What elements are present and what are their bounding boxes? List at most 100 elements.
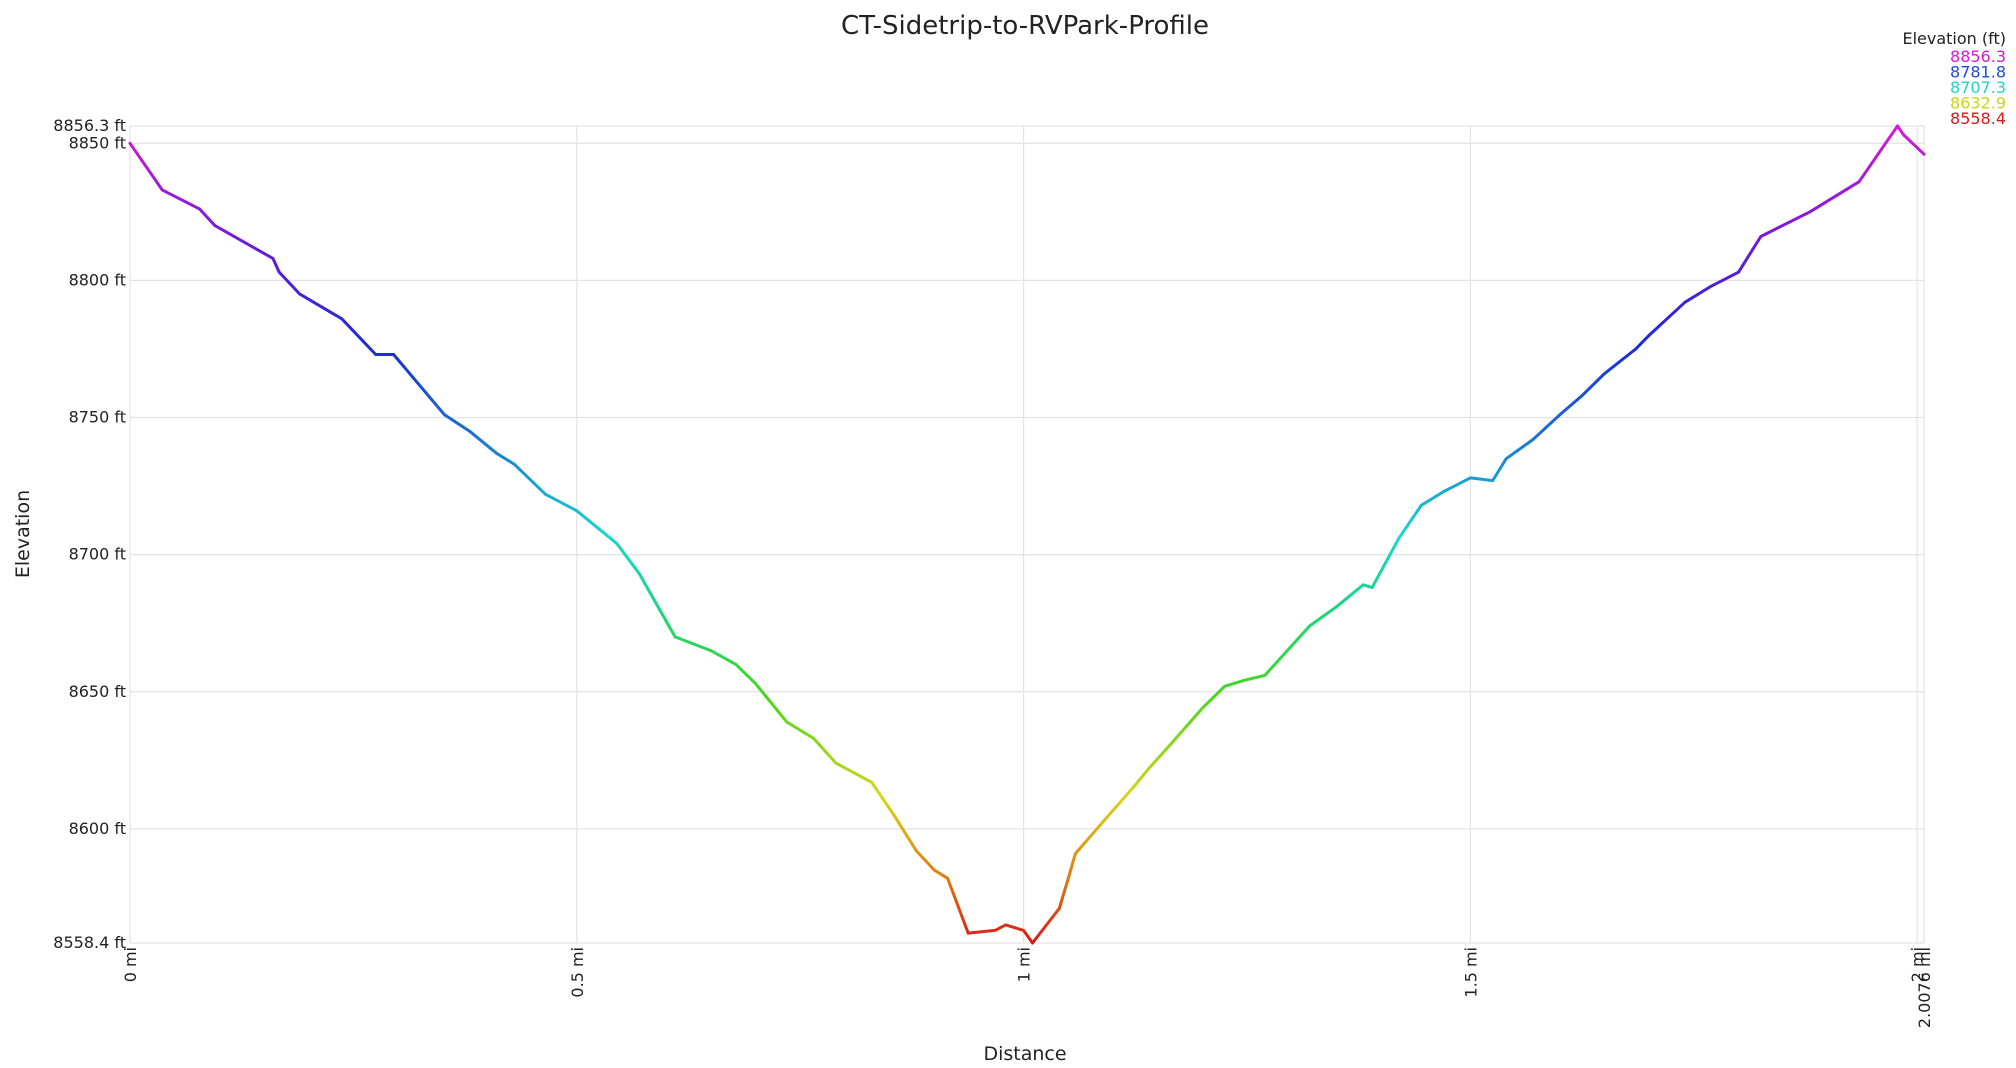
elevation-point bbox=[1808, 210, 1812, 214]
elevation-point bbox=[1102, 819, 1106, 823]
elevation-point bbox=[1031, 941, 1034, 945]
elevation-point bbox=[1558, 413, 1562, 417]
legend-entry: 8558.4 bbox=[1950, 109, 2006, 128]
elevation-point bbox=[1902, 133, 1906, 137]
elevation-point bbox=[993, 928, 997, 932]
y-tick-label: 8700 ft bbox=[69, 545, 126, 564]
elevation-point bbox=[1922, 152, 1926, 156]
legend-title: Elevation (ft) bbox=[1902, 29, 2006, 48]
y-axis-ticks: 8558.4 ft 8600 ft 8650 ft 8700 ft 8750 ft 880… bbox=[53, 116, 126, 952]
elevation-point bbox=[785, 720, 789, 724]
elevation-point bbox=[1647, 333, 1651, 337]
elevation-point bbox=[1634, 347, 1638, 351]
elevation-point bbox=[1504, 457, 1508, 461]
elevation-point bbox=[834, 761, 838, 765]
elevation-point bbox=[932, 868, 936, 872]
y-tick-label: 8856.3 ft bbox=[53, 116, 126, 135]
elevation-point bbox=[198, 207, 202, 211]
elevation-point bbox=[1603, 372, 1606, 376]
elevation-point bbox=[1469, 476, 1472, 480]
elevation-point bbox=[1361, 583, 1365, 587]
elevation-point bbox=[271, 257, 275, 260]
legend-entry: 8707.3 bbox=[1950, 78, 2006, 97]
elevation-point bbox=[1491, 479, 1495, 483]
elevation-point bbox=[870, 780, 874, 784]
elevation-point bbox=[673, 635, 677, 639]
elevation-point bbox=[1397, 536, 1401, 540]
elevation-point bbox=[1133, 783, 1137, 787]
elevation-point bbox=[1531, 438, 1535, 441]
elevation-point bbox=[1263, 673, 1267, 677]
elevation-point bbox=[1896, 124, 1899, 128]
x-tick-label: 1.5 mi bbox=[1461, 947, 1480, 998]
elevation-point bbox=[160, 188, 164, 192]
x-tick-label: 0.5 mi bbox=[568, 947, 587, 998]
x-tick-label: 1 mi bbox=[1015, 947, 1034, 982]
elevation-point bbox=[512, 462, 516, 466]
elevation-point bbox=[946, 876, 950, 880]
legend: Elevation (ft) 8856.38781.88707.38632.98… bbox=[1902, 29, 2006, 128]
elevation-point bbox=[544, 492, 547, 496]
elevation-point bbox=[575, 509, 579, 513]
x-axis-title: Distance bbox=[983, 1043, 1066, 1065]
elevation-point bbox=[1004, 923, 1008, 927]
y-tick-label: 8850 ft bbox=[69, 133, 126, 152]
series-lines bbox=[128, 124, 1926, 945]
elevation-point bbox=[494, 451, 498, 455]
elevation-point bbox=[1200, 706, 1204, 710]
x-axis-ticks: 0 mi 0.5 mi 1 mi 1.5 mi 2 mi2.0076 mi bbox=[121, 947, 1934, 1028]
elevation-point bbox=[374, 353, 378, 356]
elevation-point bbox=[1147, 767, 1151, 770]
x-tick-label: 2.0076 mi bbox=[1915, 947, 1934, 1028]
elevation-point bbox=[1066, 876, 1070, 880]
y-tick-label: 8600 ft bbox=[69, 819, 126, 838]
legend-entry: 8632.9 bbox=[1950, 94, 2006, 113]
elevation-point bbox=[709, 649, 713, 653]
elevation-point bbox=[1857, 180, 1861, 184]
elevation-point bbox=[213, 224, 217, 227]
y-tick-label: 8800 ft bbox=[69, 270, 126, 289]
elevation-point bbox=[443, 413, 446, 417]
elevation-point bbox=[1241, 679, 1244, 683]
elevation-point bbox=[1022, 928, 1026, 932]
elevation-point bbox=[1419, 503, 1423, 507]
elevation-point bbox=[1442, 490, 1445, 493]
elevation-point bbox=[914, 849, 918, 853]
y-tick-label: 8650 ft bbox=[69, 682, 126, 701]
y-axis-title: Elevation bbox=[12, 490, 34, 578]
elevation-point bbox=[966, 931, 970, 935]
elevation-point bbox=[277, 270, 281, 274]
elevation-point bbox=[1370, 586, 1374, 589]
elevation-point bbox=[1169, 742, 1173, 746]
x-tick-label: 0 mi bbox=[121, 947, 140, 982]
elevation-point bbox=[1683, 300, 1687, 304]
elevation-point bbox=[340, 317, 344, 321]
elevation-point bbox=[1710, 284, 1714, 288]
elevation-point bbox=[1580, 394, 1584, 397]
elevation-point bbox=[1308, 624, 1311, 628]
elevation-point bbox=[128, 141, 132, 145]
legend-entry: 8856.3 bbox=[1950, 47, 2006, 66]
elevation-point bbox=[812, 737, 816, 740]
elevation-point bbox=[1074, 852, 1077, 855]
elevation-point bbox=[1759, 235, 1763, 238]
elevation-point bbox=[892, 813, 896, 817]
elevation-point bbox=[298, 292, 302, 296]
elevation-point bbox=[392, 353, 396, 356]
elevation-point bbox=[1057, 907, 1061, 910]
elevation-point bbox=[1334, 605, 1338, 609]
grid bbox=[129, 125, 1925, 944]
y-tick-label: 8750 ft bbox=[69, 408, 126, 427]
elevation-point bbox=[754, 682, 757, 685]
elevation-point bbox=[615, 542, 619, 546]
x-tick-label: 2 mi bbox=[1908, 947, 1927, 982]
legend-entry: 8781.8 bbox=[1950, 63, 2006, 82]
elevation-point bbox=[1737, 270, 1740, 274]
elevation-line bbox=[128, 124, 1926, 945]
elevation-point bbox=[734, 662, 738, 666]
elevation-point bbox=[1223, 684, 1227, 688]
y-tick-label: 8558.4 ft bbox=[53, 933, 126, 952]
chart-title: CT-Sidetrip-to-RVPark-Profile bbox=[841, 11, 1209, 41]
elevation-point bbox=[468, 429, 471, 433]
